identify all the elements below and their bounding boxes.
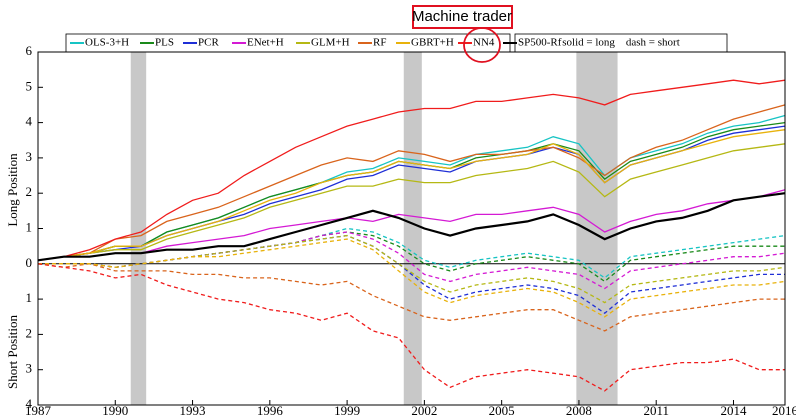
- x-tick-label: 2011: [643, 403, 669, 417]
- x-tick-label: 1990: [102, 403, 128, 417]
- x-tick-label: 2005: [489, 403, 515, 417]
- short-line: [38, 234, 785, 315]
- legend: OLS-3+H PLS PCR ENet+H GLM+H RF GBRT+H NN4 SP500…: [70, 37, 562, 49]
- y-label-short: Short Position: [5, 314, 20, 389]
- recession-band: [130, 52, 147, 405]
- long-line: [37, 79, 786, 261]
- legend-label: GBRT+H: [411, 37, 454, 49]
- legend-label: GLM+H: [311, 37, 350, 49]
- y-tick-label: 0: [26, 255, 33, 270]
- x-tick-label: 1987: [25, 403, 52, 417]
- recession-band: [403, 52, 422, 405]
- short-line: [38, 231, 785, 283]
- y-tick-label: 3: [26, 149, 33, 164]
- x-tick-label: 1993: [180, 403, 206, 417]
- annotation: Machine trader: [412, 8, 512, 25]
- long-line: [37, 189, 786, 261]
- y-tick-label: 4: [26, 114, 33, 129]
- legend-label: ENet+H: [247, 37, 284, 49]
- annotation-box: [412, 5, 513, 29]
- y-tick-label: 2: [26, 184, 33, 199]
- plot-frame: [37, 51, 786, 406]
- x-tick-label: 2014: [720, 403, 747, 417]
- short-line: [38, 234, 786, 304]
- x-tick-label: 2016: [772, 403, 796, 417]
- short-line: [37, 263, 785, 392]
- x-tick-label: 1996: [257, 403, 284, 417]
- y-tick-label: 5: [26, 78, 33, 93]
- y-label-long: Long Position: [5, 153, 20, 227]
- x-tick-label: 1999: [334, 403, 360, 417]
- note: solid = long dash = short: [562, 37, 680, 49]
- x-tick-label: 2008: [566, 403, 592, 417]
- x-tick-label: 2002: [411, 403, 437, 417]
- y-tick-label: 3: [26, 361, 33, 376]
- y-tick-label: 4: [26, 396, 33, 411]
- long-line: [37, 192, 786, 262]
- y-tick-label: 6: [26, 43, 33, 58]
- legend-label: PLS: [155, 37, 174, 49]
- legend-label: OLS-3+H: [85, 37, 129, 49]
- long-line: [37, 143, 786, 261]
- y-tick-label: 1: [26, 290, 33, 305]
- y-tick-label: 2: [26, 325, 33, 340]
- y-tick-label: 1: [26, 219, 33, 234]
- long-line: [37, 104, 786, 261]
- legend-label: SP500-Rf: [518, 37, 562, 49]
- legend-label: RF: [373, 37, 386, 49]
- recession-band: [576, 52, 618, 405]
- legend-label: PCR: [198, 37, 219, 49]
- legend-label: NN4: [473, 37, 495, 49]
- highlight-circle: [463, 27, 501, 63]
- long-line: [37, 129, 786, 261]
